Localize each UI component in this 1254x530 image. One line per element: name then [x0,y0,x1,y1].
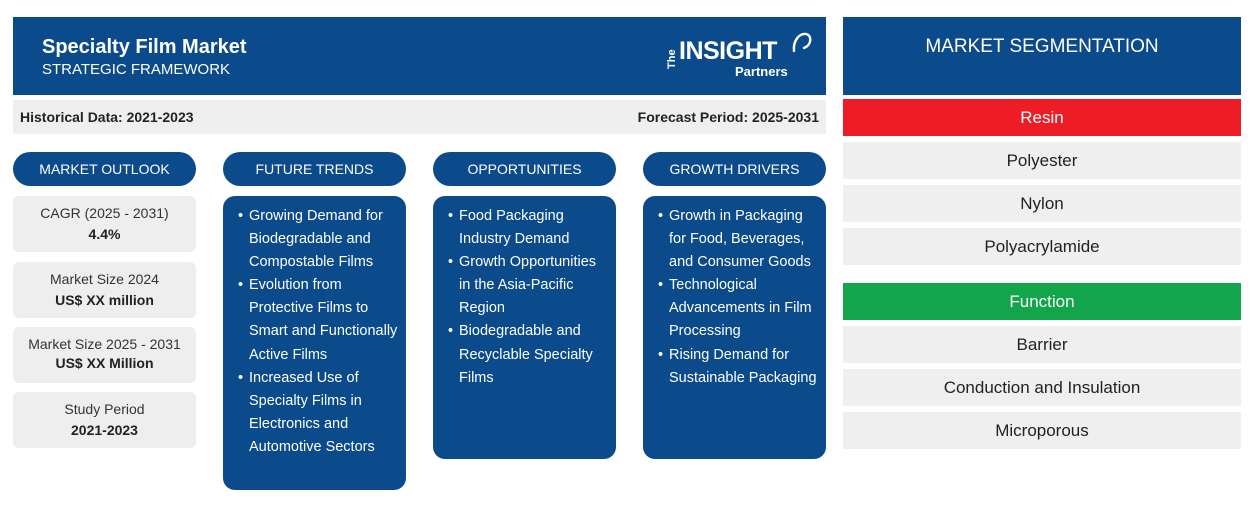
page-title: Specialty Film Market [42,36,247,58]
function-heading: Function [843,283,1241,320]
segment-item-polyester: Polyester [843,142,1241,179]
opportunities-header: OPPORTUNITIES [433,152,616,186]
opportunity-item: Food Packaging Industry Demand [448,205,608,251]
page-subtitle: STRATEGIC FRAMEWORK [42,61,231,78]
opportunity-item: Growth Opportunities in the Asia-Pacific… [448,251,608,320]
market-size-2024-card: Market Size 2024 US$ XX million [13,262,196,318]
cagr-card: CAGR (2025 - 2031) 4.4% [13,196,196,252]
market-outlook-header: MARKET OUTLOOK [13,152,196,186]
segment-item-microporous: Microporous [843,412,1241,449]
growth-drivers-header: GROWTH DRIVERS [643,152,826,186]
opportunities-box: Food Packaging Industry Demand Growth Op… [433,196,616,459]
driver-item: Rising Demand for Sustainable Packaging [658,344,818,390]
historical-period: Historical Data: 2021-2023 [20,109,194,125]
cagr-label: CAGR (2025 - 2031) [40,205,169,221]
header-banner: Specialty Film Market STRATEGIC FRAMEWOR… [13,17,826,95]
market-size-forecast-card: Market Size 2025 - 2031 US$ XX Million [13,327,196,383]
segment-item-conduction-insulation: Conduction and Insulation [843,369,1241,406]
market-size-forecast-value: US$ XX Million [55,355,154,371]
segment-item-barrier: Barrier [843,326,1241,363]
logo-swoosh-icon [792,32,812,53]
trend-item: Increased Use of Specialty Films in Elec… [238,367,398,459]
market-size-forecast-label: Market Size 2025 - 2031 [28,336,181,352]
market-size-2024-value: US$ XX million [55,292,154,308]
period-bar: Historical Data: 2021-2023 Forecast Peri… [13,100,826,134]
market-size-2024-label: Market Size 2024 [50,271,159,287]
opportunity-item: Biodegradable and Recyclable Specialty F… [448,320,608,389]
study-period-value: 2021-2023 [71,422,138,438]
future-trends-header: FUTURE TRENDS [223,152,406,186]
study-period-card: Study Period 2021-2023 [13,392,196,448]
driver-item: Technological Advancements in Film Proce… [658,274,818,343]
logo-the-text: The [666,49,678,69]
market-segmentation-title: MARKET SEGMENTATION [843,17,1241,95]
logo-partners-text: Partners [735,64,788,79]
trend-item: Evolution from Protective Films to Smart… [238,274,398,366]
segment-item-polyacrylamide: Polyacrylamide [843,228,1241,265]
trend-item: Growing Demand for Biodegradable and Com… [238,205,398,274]
growth-drivers-box: Growth in Packaging for Food, Beverages,… [643,196,826,459]
segment-item-nylon: Nylon [843,185,1241,222]
insight-partners-logo: The INSIGHT Partners [663,31,813,83]
driver-item: Growth in Packaging for Food, Beverages,… [658,205,818,274]
cagr-value: 4.4% [88,226,121,242]
logo-insight-text: INSIGHT [679,37,777,65]
resin-heading: Resin [843,99,1241,136]
forecast-period: Forecast Period: 2025-2031 [637,109,819,125]
future-trends-box: Growing Demand for Biodegradable and Com… [223,196,406,490]
study-period-label: Study Period [64,401,145,417]
